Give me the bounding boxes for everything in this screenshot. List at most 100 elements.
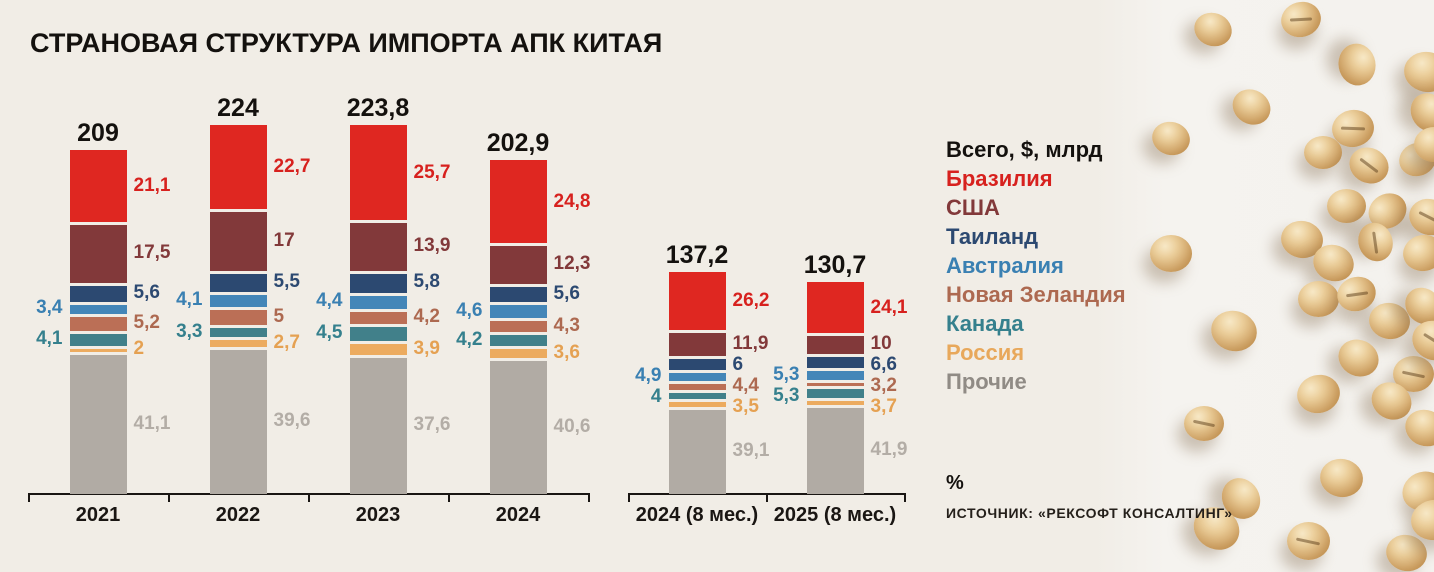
legend-item-4: Австралия (946, 253, 1064, 278)
soybean (1400, 48, 1434, 96)
soybean-seam (1289, 17, 1313, 23)
legend-item-1: Бразилия (946, 166, 1053, 191)
axis-tick (588, 494, 590, 502)
soybean (1148, 117, 1194, 160)
category-label: 2024 (495, 504, 541, 526)
bar-segment-Австралия (668, 372, 726, 381)
bar-segment-Австралия (806, 371, 864, 380)
segment-value-label: 4,2 (413, 306, 440, 328)
bar-segment-Бразилия (489, 159, 547, 243)
bar-segment-Таиланд (209, 274, 267, 292)
legend-item-5: Новая Зеландия (946, 282, 1126, 307)
bar-segment-Бразилия (806, 282, 864, 334)
axis-tick (628, 494, 630, 502)
segment-value-label: 13,9 (413, 235, 451, 257)
bar-segment-Австралия (209, 294, 267, 307)
axis-tick (308, 494, 310, 502)
legend-item-2: США (946, 195, 1000, 220)
segment-value-label: 21,1 (133, 175, 171, 197)
soybean (1184, 406, 1224, 442)
legend-item-6: Канада (946, 311, 1024, 336)
segment-value-label: 4,9 (635, 364, 662, 386)
bar-segment-Австралия (489, 305, 547, 318)
soybeans-photo (1095, 0, 1434, 572)
segment-value-label: 25,7 (413, 162, 451, 184)
segment-value-label: 4 (650, 385, 662, 407)
bar-segment-Канада (209, 328, 267, 338)
segment-value-label: 4,2 (456, 328, 483, 350)
total-label: 130,7 (803, 251, 867, 280)
soybean (1326, 188, 1366, 223)
soybean (1225, 82, 1277, 132)
segment-value-label: 4,6 (456, 299, 483, 321)
soybean-seam (1295, 537, 1321, 546)
soybean (1343, 141, 1395, 191)
axis-tick (904, 494, 906, 502)
total-label: 209 (77, 118, 119, 147)
bar-segment-Канада (489, 335, 547, 347)
soybean-seam (1371, 230, 1378, 253)
soybean (1189, 7, 1237, 52)
segment-value-label: 3,4 (36, 297, 63, 319)
soybean (1150, 234, 1192, 272)
segment-value-label: 41,9 (870, 439, 908, 461)
segment-value-label: 5,3 (773, 384, 800, 406)
bar-segment-Бразилия (209, 124, 267, 209)
legend-item-8: Прочие (946, 369, 1027, 394)
segment-value-label: 3,2 (870, 375, 897, 397)
segment-value-label: 17,5 (133, 241, 171, 263)
bar-segment-Новая Зеландия (69, 316, 127, 332)
bar-segment-Новая Зеландия (806, 382, 864, 387)
segment-value-label: 4,1 (36, 327, 63, 349)
segment-value-label: 3,7 (870, 396, 897, 418)
axis-tick (28, 494, 30, 502)
soybean (1335, 40, 1379, 88)
segment-value-label: 3,3 (176, 320, 203, 342)
soybean (1399, 231, 1434, 275)
segment-value-label: 5,8 (413, 271, 440, 293)
bar-segment-Россия (209, 340, 267, 348)
segment-value-label: 4,4 (732, 375, 759, 397)
segment-value-label: 10 (870, 333, 892, 355)
bar-segment-Россия (668, 402, 726, 408)
category-label: 2025 (8 мес.) (773, 504, 897, 526)
bar-segment-США (489, 245, 547, 284)
bar-2025 (8 мес.): 130,7 5,3 5,3 24,1 10 6,6 3,2 3,7 41,9 (773, 251, 907, 495)
soybean-seam (1418, 210, 1434, 224)
soybean (1414, 127, 1434, 163)
total-label: 224 (217, 93, 259, 122)
segment-value-label: 6 (732, 353, 744, 375)
bar-2024 (8 мес.): 137,2 4,9 4 26,2 11,9 6 4,4 3,5 39,1 (635, 241, 769, 494)
bar-segment-Прочие (668, 410, 726, 494)
segment-value-label: 2 (133, 338, 145, 360)
bar-segment-Таиланд (668, 359, 726, 370)
segment-value-label: 11,9 (732, 332, 769, 354)
segment-value-label: 3,9 (413, 337, 440, 359)
axis-tick (168, 494, 170, 502)
segment-value-label: 6,6 (870, 354, 897, 376)
segment-value-label: 26,2 (732, 290, 770, 312)
segment-value-label: 3,6 (553, 341, 580, 363)
bar-segment-Канада (349, 327, 407, 341)
segment-value-label: 3,5 (732, 396, 759, 418)
segment-value-label: 4,4 (316, 290, 343, 312)
soybean-seam (1345, 290, 1368, 297)
category-label: 2021 (75, 504, 121, 526)
segment-value-label: 2,7 (273, 331, 300, 353)
bar-segment-США (349, 222, 407, 272)
bar-segment-Россия (806, 400, 864, 406)
segment-value-label: 24,8 (553, 190, 591, 212)
bar-2024: 202,9 4,6 4,2 24,8 12,3 5,6 4,3 3,6 40,6 (456, 129, 590, 494)
unit-note: % (946, 472, 964, 494)
segment-value-label: 5,6 (133, 281, 160, 303)
total-label: 223,8 (346, 94, 410, 123)
soybean (1286, 522, 1330, 561)
bar-segment-Таиланд (489, 286, 547, 303)
segment-value-label: 4,5 (316, 322, 343, 344)
bar-segment-Бразилия (69, 149, 127, 223)
segment-value-label: 12,3 (553, 252, 591, 274)
category-label: 2023 (355, 504, 401, 526)
category-label: 2024 (8 мес.) (635, 504, 759, 526)
soybean (1297, 280, 1339, 317)
